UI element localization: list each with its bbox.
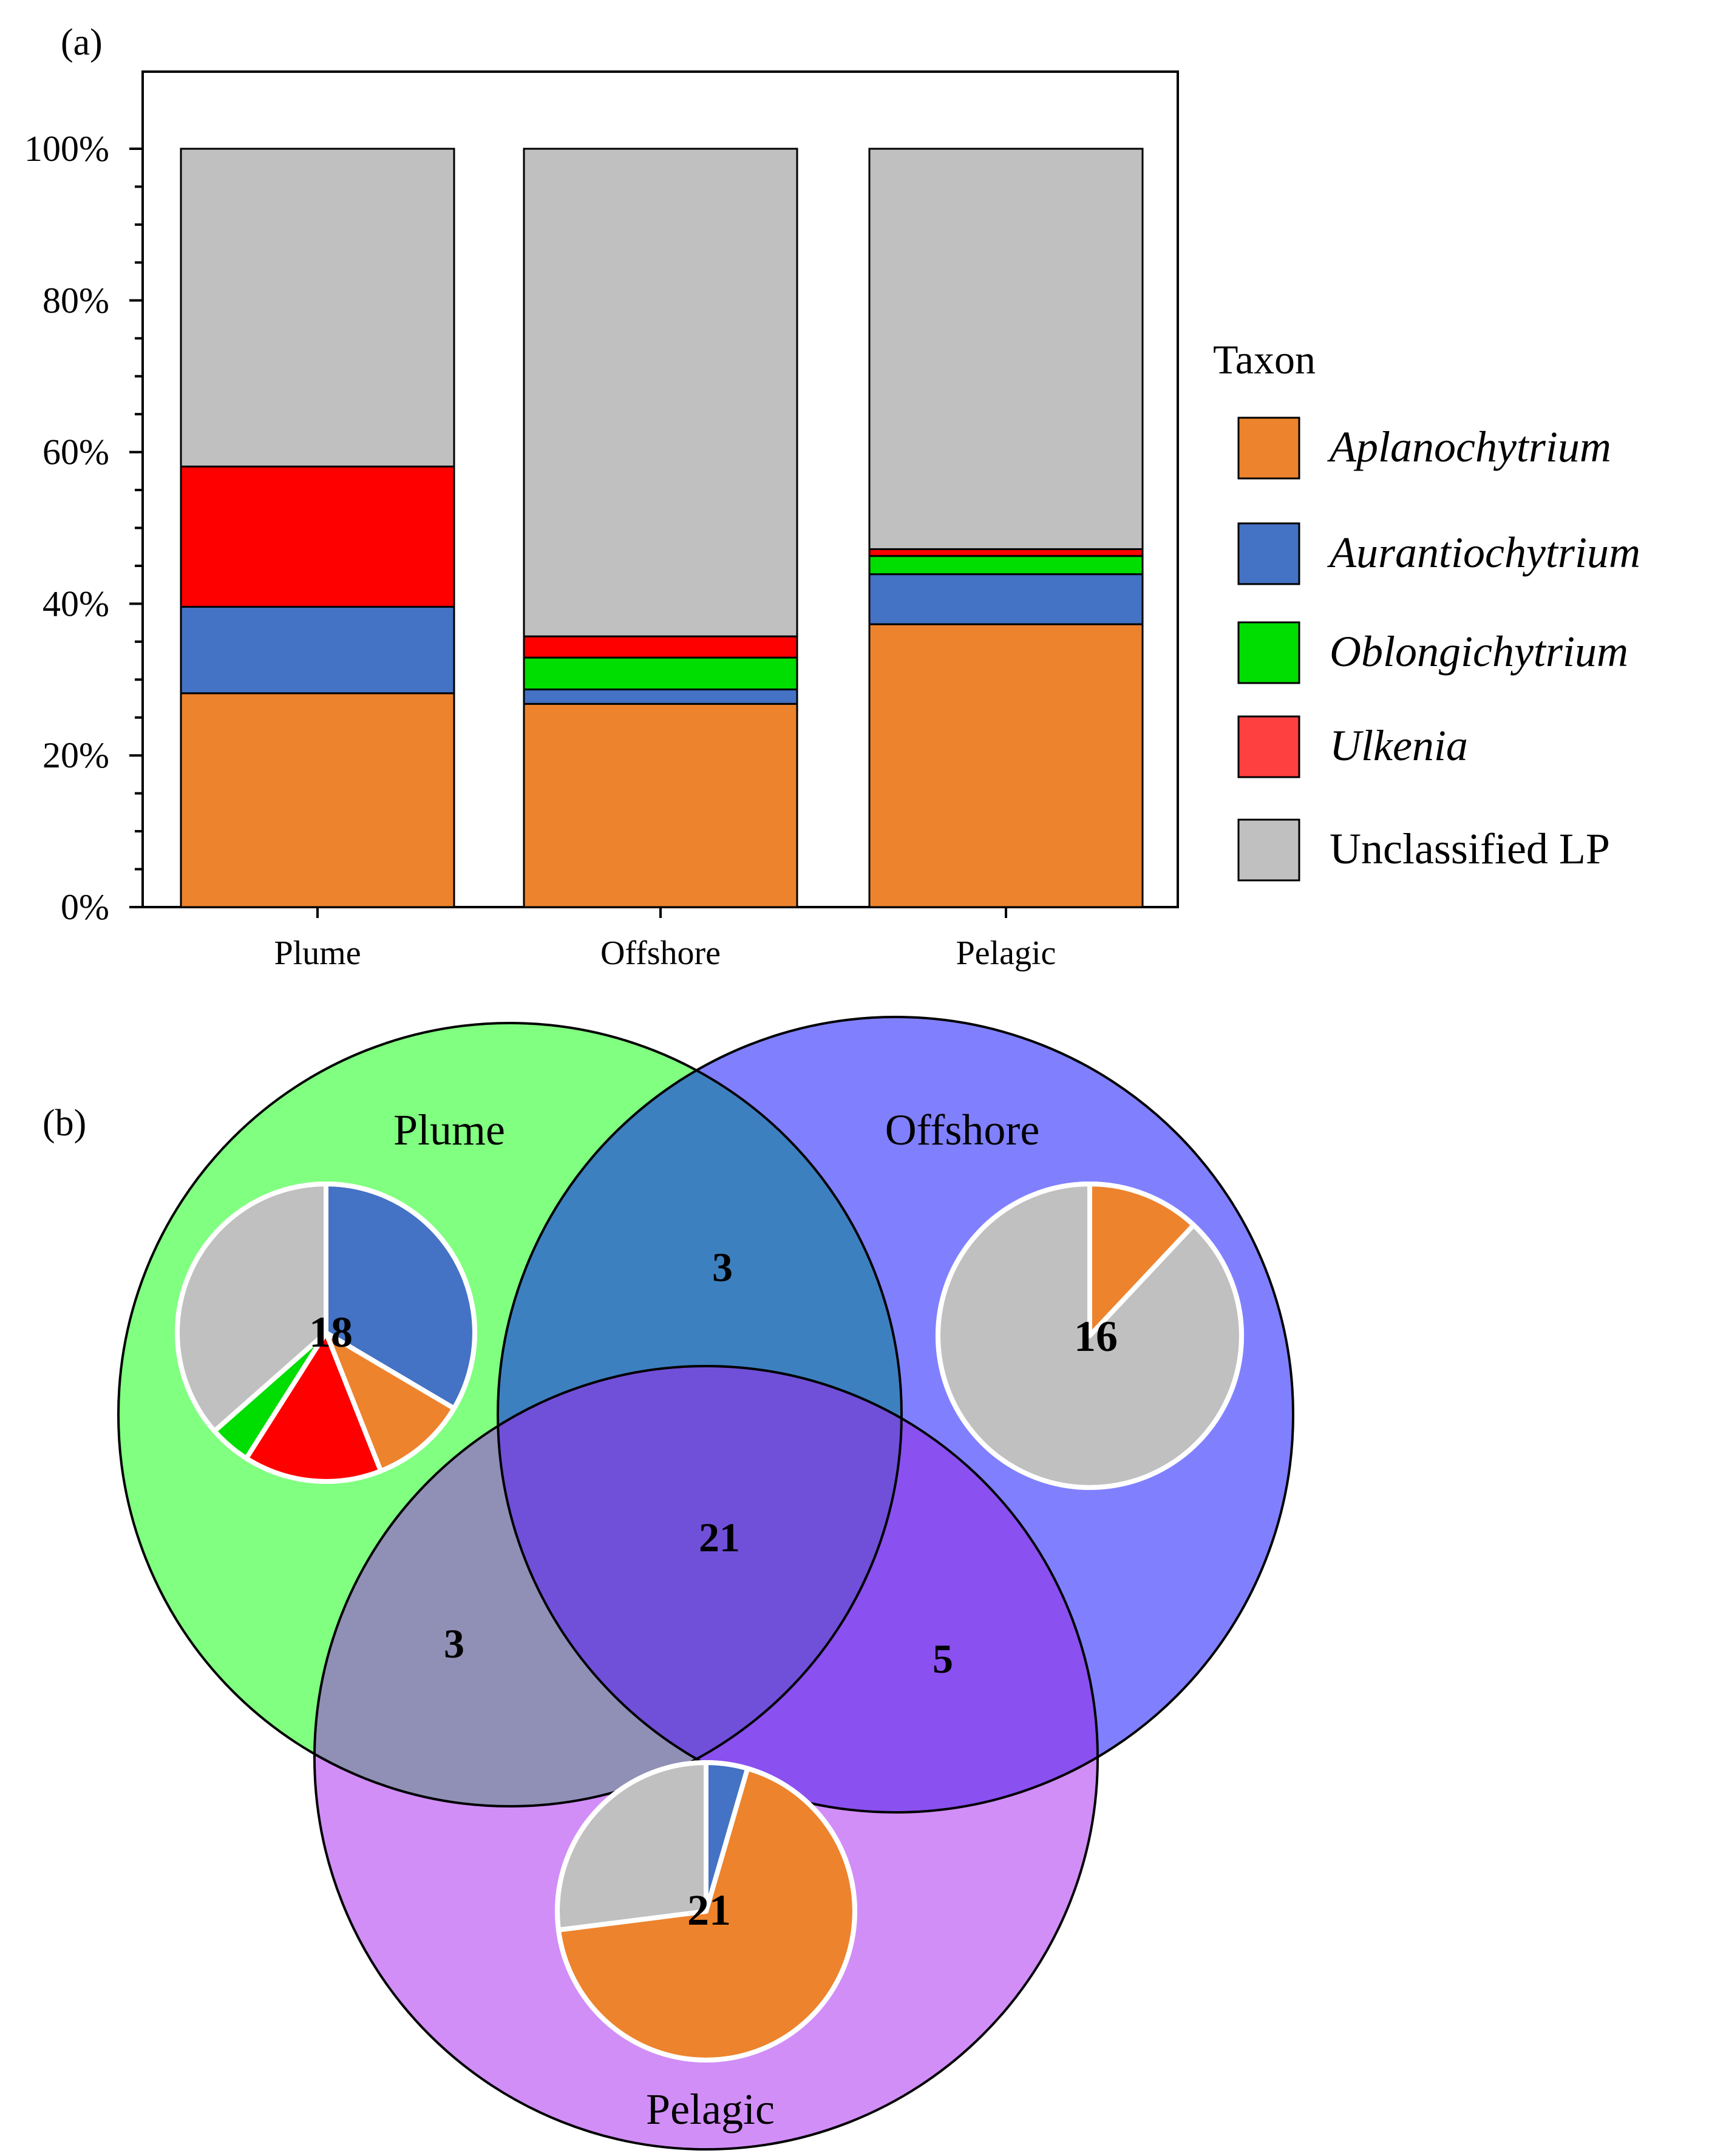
- venn-count-offshore-pelagic: 5: [933, 1636, 953, 1682]
- bar-plume-aurantiochytrium: [180, 605, 455, 695]
- bar-offshore-oblongichytrium: [523, 656, 798, 691]
- legend-title: Taxon: [1213, 336, 1316, 383]
- venn-count-plume-offshore: 3: [712, 1244, 733, 1290]
- legend-label-aplanochytrium: Aplanochytrium: [1327, 423, 1611, 471]
- bar-pelagic-unclassified-lp: [868, 148, 1144, 550]
- x-tick-label-offshore: Offshore: [600, 934, 721, 972]
- legend-swatch-aplanochytrium: [1237, 417, 1300, 480]
- bar-chart: 0% 20% 40% 60% 80% 100% Plume Offshore Pelagic: [24, 70, 1179, 972]
- venn-outline-pelagic: [313, 1365, 1099, 2151]
- y-tick-label: 60%: [42, 432, 109, 472]
- venn-set-label-offshore: Offshore: [885, 1106, 1040, 1154]
- legend-swatch-ulkenia: [1237, 715, 1300, 778]
- bar-plume-ulkenia: [180, 465, 455, 608]
- x-tick-label-pelagic: Pelagic: [956, 934, 1056, 972]
- venn-count-pelagic-only: 21: [687, 1886, 731, 1934]
- bar-pelagic-aplanochytrium: [868, 623, 1144, 908]
- bar-plume-aplanochytrium: [180, 692, 455, 908]
- y-axis: 0% 20% 40% 60% 80% 100%: [24, 129, 143, 927]
- x-axis: Plume Offshore Pelagic: [274, 907, 1056, 972]
- venn-set-label-plume: Plume: [393, 1106, 505, 1154]
- y-tick-label: 0%: [61, 887, 109, 927]
- legend-label-aurantiochytrium: Aurantiochytrium: [1327, 528, 1640, 577]
- venn-outline-offshore: [497, 1016, 1294, 1814]
- y-tick-label: 40%: [42, 583, 109, 624]
- y-tick-label: 20%: [42, 735, 109, 775]
- legend-label-ulkenia: Ulkenia: [1330, 721, 1468, 770]
- legend-swatch-oblongichytrium: [1237, 621, 1300, 684]
- venn-count-plume-only: 18: [309, 1308, 353, 1356]
- bar-pelagic-aurantiochytrium: [868, 573, 1144, 625]
- legend-swatch-aurantiochytrium: [1237, 522, 1300, 585]
- bar-pelagic-ulkenia: [868, 548, 1144, 557]
- bar-area: [180, 148, 1144, 908]
- venn-count-plume-pelagic: 3: [444, 1620, 464, 1667]
- bar-offshore-aurantiochytrium: [523, 689, 798, 705]
- legend-swatch-unclassified-lp: [1237, 818, 1300, 882]
- panel-label-b: (b): [42, 1103, 86, 1144]
- bar-offshore-ulkenia: [523, 635, 798, 659]
- pie-offshore-border: [936, 1182, 1244, 1490]
- x-tick-label-plume: Plume: [274, 934, 361, 972]
- venn-count-offshore-only: 16: [1074, 1312, 1118, 1361]
- bar-offshore-aplanochytrium: [523, 702, 798, 908]
- pie-plume-border: [175, 1182, 477, 1484]
- legend-label-unclassified-lp: Unclassified LP: [1330, 825, 1610, 873]
- bar-plume-unclassified-lp: [180, 148, 455, 468]
- bar-pelagic-oblongichytrium: [868, 555, 1144, 576]
- legend-label-oblongichytrium: Oblongichytrium: [1330, 627, 1628, 676]
- bar-offshore-unclassified-lp: [523, 148, 798, 638]
- y-tick-label: 80%: [42, 281, 109, 321]
- panel-label-a: (a): [61, 22, 103, 63]
- y-tick-label: 100%: [24, 129, 109, 169]
- legend-items: Aplanochytrium Aurantiochytrium Oblongichy…: [1237, 417, 1640, 882]
- venn-diagram: Plume Offshore Pelagic 3 21 3 5 18 16 21: [117, 1016, 1294, 2151]
- venn-count-all-three: 21: [699, 1514, 740, 1560]
- pie-pelagic-border: [555, 1760, 857, 2062]
- legend: Taxon Aplanochytrium Aurantiochytrium Oblo…: [1213, 336, 1640, 882]
- pie-charts: [175, 1182, 1244, 2062]
- venn-set-label-pelagic: Pelagic: [646, 2085, 775, 2134]
- venn-outline-plume: [117, 1022, 903, 1807]
